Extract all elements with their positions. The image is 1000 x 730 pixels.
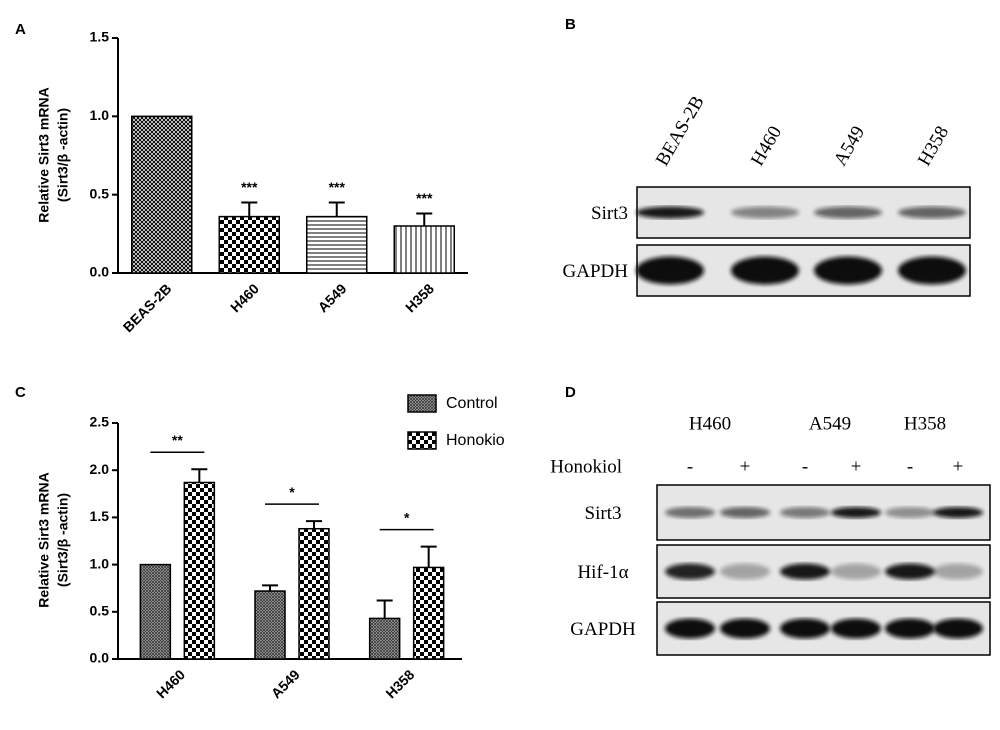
blot-band [665,618,715,639]
error-bar [328,201,345,217]
error-bar [420,545,437,568]
blot-band [780,618,830,639]
blot-band [731,256,799,285]
treatment-label: Honokiol [550,456,622,477]
treatment-mark: - [687,456,693,477]
y-axis-label: Relative Sirt3 mRNA [36,472,52,607]
x-tick-label: H358 [402,280,437,315]
row-label: Sirt3 [585,503,622,524]
bar [183,481,216,660]
legend-swatch [407,394,437,413]
y-tick-label: 1.0 [90,107,110,123]
legend-label: Honokio [446,432,505,449]
blot-band [720,563,770,580]
treatment-mark: + [851,456,862,477]
x-tick-label: H358 [382,666,417,701]
legend-swatch [407,431,437,450]
error-bar [306,520,322,529]
y-tick-label: 1.5 [90,29,110,45]
blot-band [636,256,704,285]
blot-band [731,206,799,219]
row-label: Sirt3 [591,203,628,224]
y-tick-label: 0.5 [90,185,110,201]
y-axis-label: (Sirt3/β -actin) [55,108,71,202]
bar [298,527,330,660]
error-bar [241,201,258,217]
treatment-mark: - [802,456,808,477]
blot-band [898,206,966,219]
y-tick-label: 0.0 [90,650,110,666]
bar [368,617,401,660]
bar [131,115,193,274]
row-label: GAPDH [570,619,636,640]
blot-band [831,618,881,639]
group-label: H358 [904,413,946,434]
treatment-mark: - [907,456,913,477]
y-tick-label: 2.5 [90,414,110,430]
significance: *** [416,190,433,206]
panel-label: B [565,16,576,33]
treatment-mark: + [953,456,964,477]
y-tick-label: 1.0 [90,555,110,571]
bar [218,215,280,274]
error-bar [191,468,208,483]
y-axis-label: Relative Sirt3 mRNA [36,87,52,222]
significance: ** [172,432,183,448]
bar [139,563,172,660]
blot-band [814,206,882,219]
panel-label: A [15,21,26,38]
lane-label: H460 [747,123,786,170]
lane-label: H358 [914,123,953,170]
blot-band [933,563,983,580]
blot-band [814,256,882,285]
blot-band [933,507,983,518]
blot-band [898,256,966,285]
blot-band [780,507,830,518]
blot-band [885,563,935,580]
significance: *** [329,179,346,195]
y-axis-label: (Sirt3/β -actin) [55,493,71,587]
error-bar [416,212,433,226]
y-tick-label: 2.0 [90,461,110,477]
x-tick-label: BEAS-2B [120,280,175,335]
bar [306,215,368,274]
panel-label: D [565,384,576,401]
blot-band [665,507,715,518]
blot-band [885,507,935,518]
blot-band [933,618,983,639]
blot-band [885,618,935,639]
blot-band [831,563,881,580]
x-tick-label: A549 [268,666,303,701]
significance: *** [241,179,258,195]
bar [412,566,445,660]
error-bar [262,584,278,592]
blot-band [665,563,715,580]
row-label: Hif-1α [577,562,628,583]
x-tick-label: H460 [227,280,262,315]
blot-band [831,507,881,518]
blot-band [720,507,770,518]
legend-label: Control [446,395,498,412]
x-tick-label: A549 [315,280,350,315]
lane-label: BEAS-2B [652,92,709,169]
group-label: H460 [689,413,731,434]
y-tick-label: 1.5 [90,508,110,524]
group-label: A549 [809,413,851,434]
blot-band [720,618,770,639]
x-tick-label: H460 [153,666,188,701]
y-tick-label: 0.0 [90,264,110,280]
panel-label: C [15,384,26,401]
row-label: GAPDH [563,261,629,282]
significance: * [404,509,410,525]
bar [254,590,286,660]
blot-band [636,206,704,219]
lane-label: A549 [830,123,869,170]
blot-band [780,563,830,580]
error-bar [376,599,393,619]
significance: * [289,484,295,500]
treatment-mark: + [740,456,751,477]
y-tick-label: 0.5 [90,603,110,619]
bar [393,225,455,274]
